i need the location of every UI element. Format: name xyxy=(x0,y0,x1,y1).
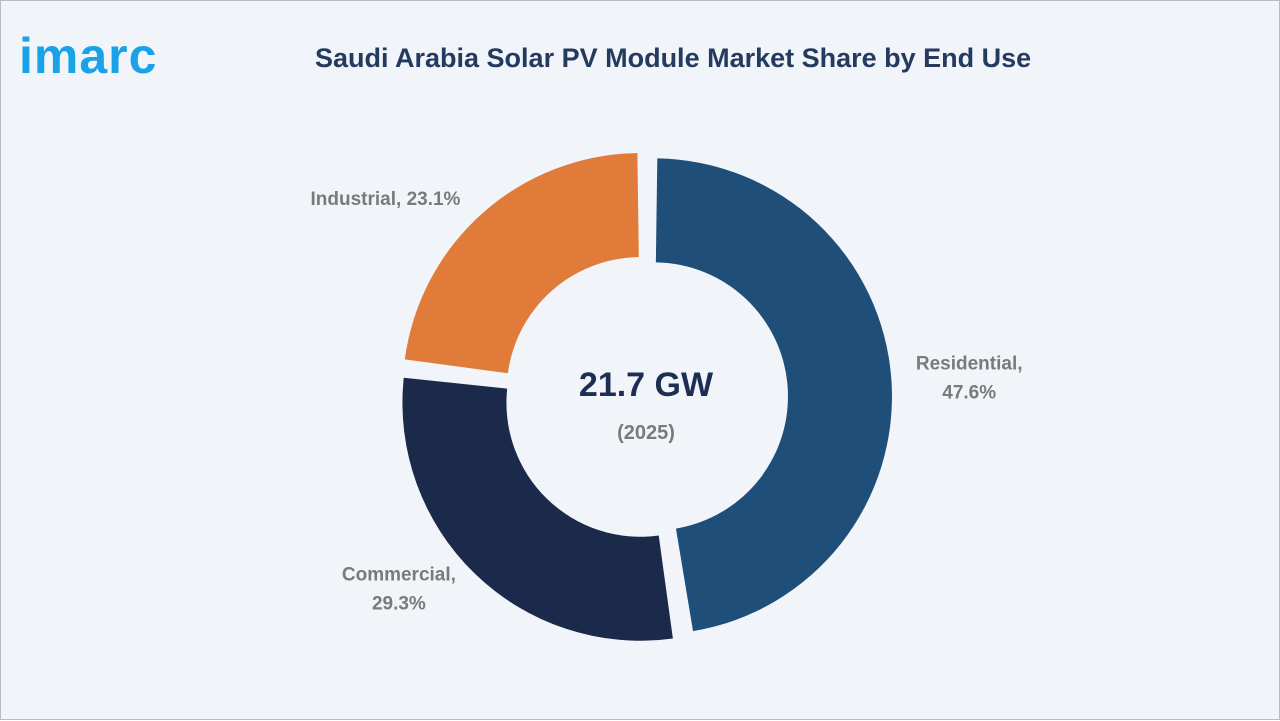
chart-title: Saudi Arabia Solar PV Module Market Shar… xyxy=(315,43,1032,73)
imarc-logo: imarc xyxy=(19,28,157,84)
center-subtitle: (2025) xyxy=(617,422,675,444)
label-line: Commercial, xyxy=(342,565,456,586)
logo-text: imarc xyxy=(19,28,157,84)
slice-residential xyxy=(655,158,892,632)
slice-commercial xyxy=(402,377,673,641)
label-commercial: Commercial, 29.3% xyxy=(342,565,456,615)
center-value: 21.7 GW xyxy=(579,366,714,404)
labels-layer: Residential, 47.6% Commercial, 29.3% Industr… xyxy=(311,189,1023,615)
label-line: 47.6% xyxy=(942,383,996,404)
label-industrial: Industrial, 23.1% xyxy=(311,189,461,210)
slices-layer xyxy=(402,153,892,641)
label-line: Industrial, 23.1% xyxy=(311,189,461,210)
label-line: Residential, xyxy=(916,354,1023,375)
label-residential: Residential, 47.6% xyxy=(916,354,1023,404)
label-line: 29.3% xyxy=(372,594,426,615)
slice-industrial xyxy=(404,153,639,374)
